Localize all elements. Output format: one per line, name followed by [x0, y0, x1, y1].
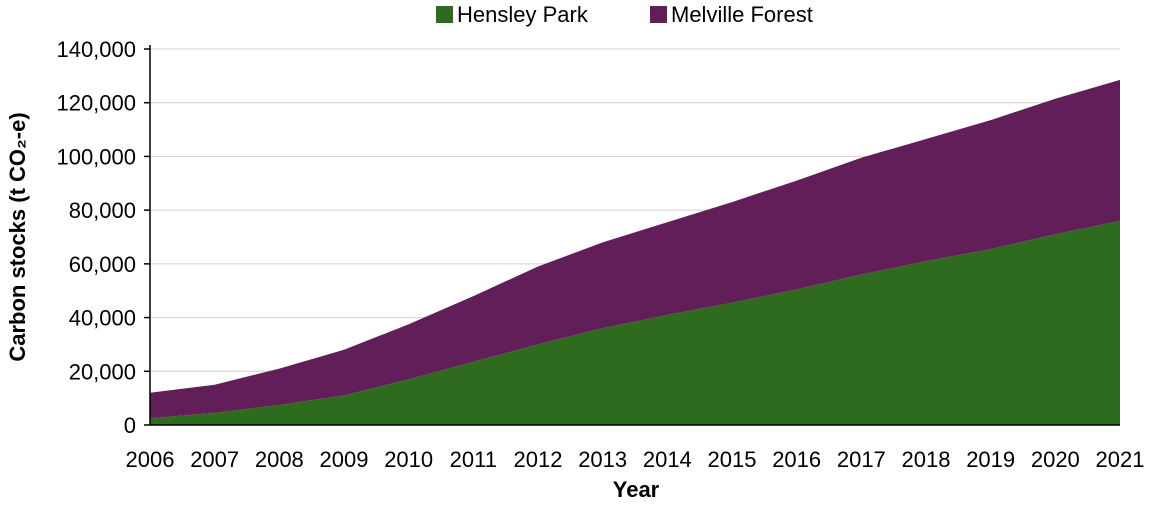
legend-swatch-melville-forest	[650, 6, 667, 23]
y-tick-label: 0	[124, 413, 136, 438]
y-tick-label: 120,000	[56, 91, 136, 116]
x-tick-label: 2021	[1096, 447, 1145, 472]
y-axis-title: Carbon stocks (t CO₂-e)	[5, 112, 30, 361]
area-series	[150, 79, 1120, 425]
y-tick-label: 80,000	[69, 198, 136, 223]
x-tick-label: 2012	[514, 447, 563, 472]
x-tick-label: 2007	[190, 447, 239, 472]
x-tick-label: 2019	[966, 447, 1015, 472]
legend-label-melville-forest: Melville Forest	[671, 2, 813, 27]
x-tick-label: 2014	[643, 447, 692, 472]
x-axis-title: Year	[613, 477, 660, 502]
legend-swatch-hensley-park	[436, 6, 453, 23]
x-tick-label: 2016	[772, 447, 821, 472]
y-tick-label: 40,000	[69, 306, 136, 331]
legend: Hensley Park Melville Forest	[436, 2, 813, 27]
x-tick-label: 2017	[837, 447, 886, 472]
x-tick-label: 2015	[708, 447, 757, 472]
area-hensley-park	[150, 220, 1120, 425]
x-tick-label: 2008	[255, 447, 304, 472]
x-tick-label: 2020	[1031, 447, 1080, 472]
x-tick-labels: 2006 2007 2008 2009 2010 2011 2012 2013 2014 2015…	[126, 447, 1145, 472]
x-tick-label: 2006	[126, 447, 175, 472]
x-tick-label: 2010	[384, 447, 433, 472]
y-tick-label: 20,000	[69, 359, 136, 384]
axes	[144, 45, 1120, 426]
x-tick-label: 2013	[578, 447, 627, 472]
legend-label-hensley-park: Hensley Park	[457, 2, 589, 27]
x-tick-label: 2009	[320, 447, 369, 472]
x-tick-label: 2018	[902, 447, 951, 472]
y-tick-label: 60,000	[69, 252, 136, 277]
y-tick-labels: 0 20,000 40,000 60,000 80,000 100,000 120,000 1…	[56, 37, 136, 438]
y-tick-label: 140,000	[56, 37, 136, 62]
area-melville-forest	[150, 79, 1120, 419]
y-tick-label: 100,000	[56, 144, 136, 169]
x-tick-label: 2011	[450, 447, 497, 472]
